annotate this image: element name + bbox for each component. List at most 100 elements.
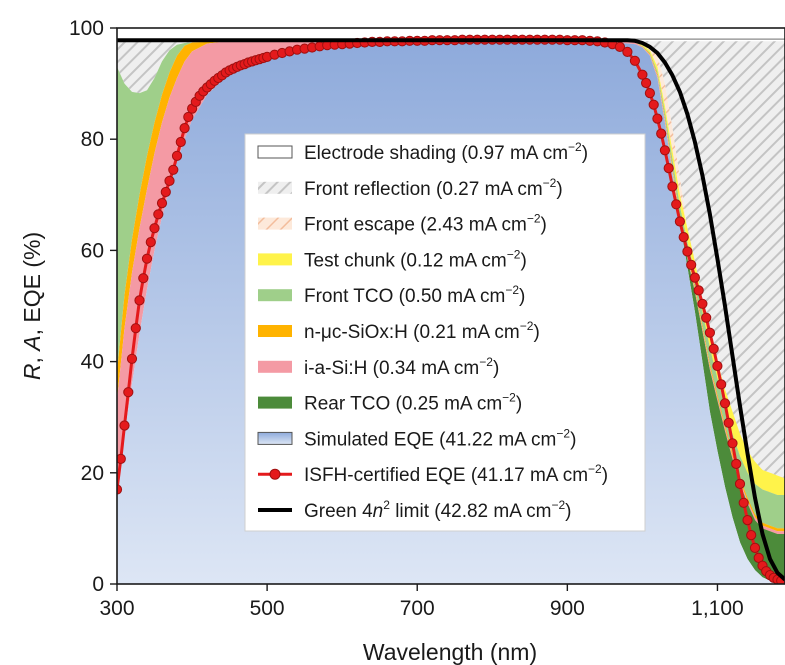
x-tick-label: 300 [99, 597, 134, 620]
legend-swatch-n_layer [258, 325, 292, 337]
isfh-eqe-point [701, 312, 712, 323]
isfh-eqe-point [723, 417, 734, 428]
i-layer-area [117, 41, 785, 535]
legend-swatch-simulated [257, 431, 293, 445]
isfh-eqe-point [123, 387, 134, 398]
isfh-eqe-point [637, 69, 648, 80]
isfh-eqe-point [731, 458, 742, 469]
front-reflection-area [117, 41, 785, 579]
isfh-eqe-point [689, 272, 701, 283]
isfh-eqe-point [708, 343, 719, 354]
legend-label-isfh: ISFH-certified EQE (41.17 mA cm−2) [304, 462, 608, 486]
isfh-eqe-point [716, 379, 727, 390]
y-tick-label: 60 [81, 239, 104, 262]
isfh-eqe-point [138, 273, 149, 284]
legend-item-n_layer: n-μc-SiOx:H (0.21 mA cm−2) [258, 319, 540, 343]
green-limit-line [117, 38, 785, 582]
isfh-eqe-point [153, 209, 164, 220]
y-tick-label: 100 [69, 17, 104, 40]
isfh-eqe-point [738, 497, 749, 508]
isfh-eqe-point [119, 420, 130, 431]
x-axis: 300 500 700 900 1,100 [99, 584, 744, 620]
isfh-eqe-point [712, 360, 723, 372]
legend-label-i_layer: i-a-Si:H (0.34 mA cm−2) [304, 355, 499, 379]
legend-label-simulated: Simulated EQE (41.22 mA cm−2) [304, 426, 576, 450]
isfh-eqe-point [168, 164, 179, 175]
isfh-eqe-point [719, 398, 731, 409]
isfh-eqe-point [663, 163, 674, 174]
isfh-eqe-point [141, 253, 153, 264]
isfh-eqe-point [164, 175, 175, 186]
legend-label-front_tco: Front TCO (0.50 mA cm−2) [304, 283, 525, 307]
legend-label-electrode: Electrode shading (0.97 mA cm−2) [304, 140, 588, 164]
isfh-eqe-point [175, 136, 186, 148]
isfh-eqe-point [667, 181, 678, 192]
x-tick-label: 700 [400, 597, 435, 620]
isfh-eqe-point [126, 353, 138, 364]
legend-label-reflection: Front reflection (0.27 mA cm−2) [304, 176, 563, 200]
x-tick-label: 900 [550, 597, 585, 620]
x-tick-label: 500 [250, 597, 285, 620]
isfh-eqe-point [697, 298, 708, 309]
y-tick-label: 0 [92, 573, 104, 596]
legend-label-green: Green 4n2 limit (42.82 mA cm−2) [304, 498, 571, 522]
isfh-eqe-point [686, 259, 697, 270]
y-tick-label: 40 [81, 351, 104, 374]
isfh-eqe-point [179, 123, 190, 134]
legend-label-test_chunk: Test chunk (0.12 mA cm−2) [304, 247, 527, 271]
isfh-eqe-point [134, 295, 145, 306]
legend-item-simulated: Simulated EQE (41.22 mA cm−2) [257, 426, 576, 450]
isfh-eqe-point [674, 216, 686, 227]
isfh-eqe-point [614, 41, 626, 53]
legend-item-test_chunk: Test chunk (0.12 mA cm−2) [258, 247, 527, 271]
isfh-eqe-point [734, 478, 746, 489]
y-tick-label: 80 [81, 128, 104, 151]
isfh-eqe-point [641, 77, 652, 89]
x-tick-label: 1,100 [691, 597, 744, 620]
isfh-eqe-point [656, 128, 667, 139]
isfh-eqe-point [644, 88, 656, 99]
isfh-eqe-point [671, 199, 682, 210]
isfh-eqe-point [727, 438, 738, 449]
legend-label-escape: Front escape (2.43 mA cm−2) [304, 212, 547, 236]
isfh-eqe-point [183, 111, 194, 123]
isfh-eqe-point [746, 530, 757, 541]
legend-swatch-i_layer [258, 360, 292, 373]
y-axis-label: R, A, EQE (%) [19, 232, 45, 380]
legend-item-escape: Front escape (2.43 mA cm−2) [258, 212, 547, 236]
isfh-eqe-point [704, 327, 716, 338]
isfh-eqe-point [652, 113, 663, 124]
isfh-eqe-point [622, 46, 633, 58]
legend: Electrode shading (0.97 mA cm−2) Front re… [244, 133, 646, 532]
isfh-eqe-point [693, 285, 704, 296]
legend-item-reflection: Front reflection (0.27 mA cm−2) [258, 176, 563, 200]
isfh-eqe-point [742, 515, 753, 526]
legend-item-electrode: Electrode shading (0.97 mA cm−2) [257, 140, 588, 164]
x-axis-label: Wavelength (nm) [363, 639, 537, 665]
plot-frame [116, 27, 785, 585]
isfh-eqe-point [171, 150, 183, 161]
isfh-eqe-point [160, 186, 171, 198]
legend-swatch-reflection [258, 181, 292, 194]
isfh-eqe-point [648, 99, 659, 110]
legend-item-rear_tco: Rear TCO (0.25 mA cm−2) [258, 391, 522, 415]
legend-item-front_tco: Front TCO (0.50 mA cm−2) [258, 283, 525, 307]
legend-item-i_layer: i-a-Si:H (0.34 mA cm−2) [258, 355, 499, 379]
legend-item-isfh: ISFH-certified EQE (41.17 mA cm−2) [258, 462, 608, 486]
isfh-eqe-point [629, 55, 641, 66]
isfh-eqe-point [682, 246, 693, 257]
legend-swatch-test_chunk [258, 253, 292, 266]
legend-swatch-rear_tco [258, 396, 292, 409]
y-axis: 0 20 40 60 80 100 [69, 17, 117, 596]
y-tick-label: 20 [81, 462, 104, 485]
legend-swatch-electrode [257, 145, 293, 159]
legend-swatch-escape [258, 217, 292, 230]
isfh-eqe-point [678, 232, 689, 243]
legend-label-n_layer: n-μc-SiOx:H (0.21 mA cm−2) [304, 319, 540, 343]
legend-isfh-marker [269, 468, 281, 480]
isfh-eqe-point [130, 323, 141, 334]
isfh-eqe-point [145, 237, 156, 248]
legend-item-green: Green 4n2 limit (42.82 mA cm−2) [258, 498, 571, 522]
isfh-eqe-point [156, 198, 168, 209]
